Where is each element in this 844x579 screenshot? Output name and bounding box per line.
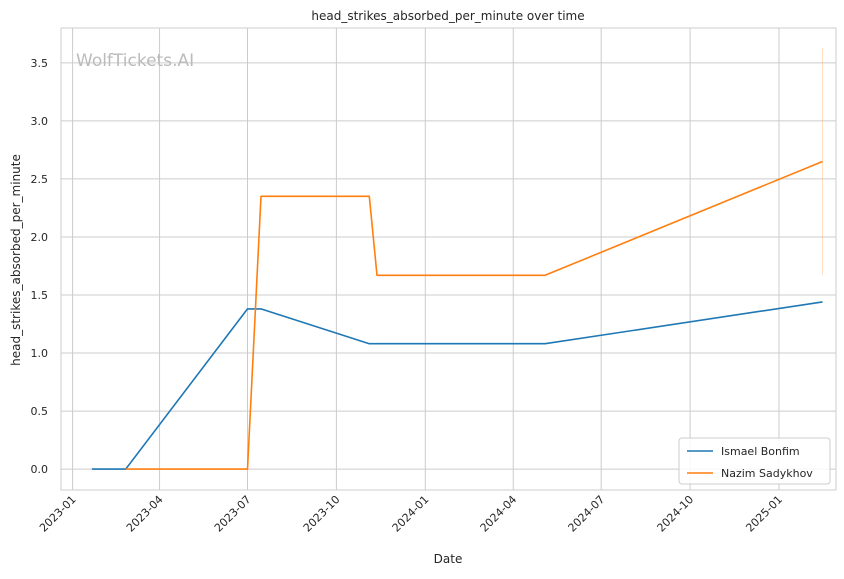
x-tick-label: 2024-04 <box>478 493 520 535</box>
x-tick-label: 2023-07 <box>212 493 254 535</box>
y-tick-label: 3.5 <box>31 57 49 70</box>
x-tick-label: 2023-04 <box>124 493 166 535</box>
x-tick-label: 2024-07 <box>566 493 608 535</box>
series-layer <box>91 47 823 470</box>
legend-label-ismael-bonfim: Ismael Bonfim <box>721 445 800 458</box>
legend-label-nazim-sadykhov: Nazim Sadykhov <box>721 467 813 480</box>
plot-area <box>60 27 837 491</box>
y-tick-label: 1.5 <box>31 289 49 302</box>
grid-lines <box>61 28 836 490</box>
y-axis-label: head_strikes_absorbed_per_minute <box>9 154 23 366</box>
x-axis-label: Date <box>434 552 463 566</box>
series-line-1 <box>125 160 823 470</box>
y-tick-label: 2.5 <box>31 173 49 186</box>
x-tick-label: 2025-01 <box>743 493 785 535</box>
x-tick-label: 2023-10 <box>301 493 343 535</box>
y-tick-label: 1.0 <box>31 347 49 360</box>
y-tick-label: 0.0 <box>31 463 49 476</box>
x-tick-label: 2023-01 <box>37 493 79 535</box>
x-tick-label: 2024-10 <box>655 493 697 535</box>
legend-box <box>678 437 831 485</box>
watermark: WolfTickets.AI <box>76 51 194 71</box>
legend: Ismael Bonfim Nazim Sadykhov <box>678 437 831 485</box>
y-tick-label: 3.0 <box>31 115 49 128</box>
y-tick-label: 0.5 <box>31 405 49 418</box>
y-tick-label: 2.0 <box>31 231 49 244</box>
x-tick-label: 2024-01 <box>390 493 432 535</box>
chart-title: head_strikes_absorbed_per_minute over ti… <box>311 9 584 23</box>
